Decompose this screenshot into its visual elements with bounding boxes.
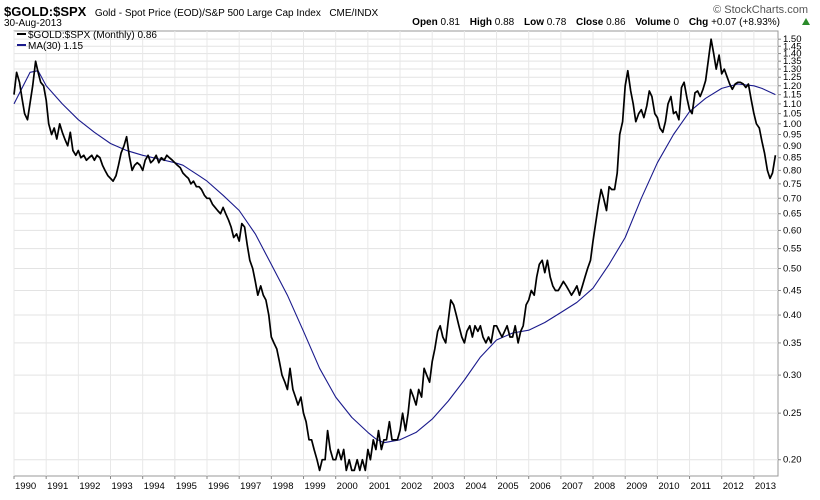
x-tick-label: 2006 [530,481,551,492]
y-tick-label: 1.10 [783,99,802,110]
y-tick-label: 1.30 [783,64,802,75]
x-tick-label: 2003 [433,481,454,492]
x-tick-label: 1996 [208,481,229,492]
y-tick-label: 0.60 [783,225,802,236]
y-tick-label: 1.15 [783,90,802,101]
volume-label: Volume [635,17,671,28]
plot-area [13,30,779,477]
ticker-symbol: $GOLD:$SPX [4,4,87,19]
ma-line [13,70,776,444]
x-tick-label: 2009 [626,481,647,492]
x-tick-label: 1993 [112,481,133,492]
legend-series-swatch [17,33,26,35]
y-tick-label: 0.95 [783,130,802,141]
close-label: Close [576,17,604,28]
y-tick-label: 0.85 [783,153,802,164]
chart-legend: $GOLD:$SPX (Monthly) 0.86 MA(30) 1.15 [17,30,157,52]
as-of-date: 30-Aug-2013 [4,18,62,29]
high-value: 0.88 [494,17,515,28]
x-tick-label: 2013 [755,481,776,492]
legend-ma-swatch [17,44,26,46]
legend-ma-label: MA(30) 1.15 [28,41,84,52]
x-tick-label: 1992 [79,481,100,492]
x-tick-label: 1995 [176,481,197,492]
open-label: Open [412,17,438,28]
legend-series-label: $GOLD:$SPX (Monthly) 0.86 [28,30,157,41]
x-tick-label: 1999 [305,481,326,492]
y-tick-label: 1.50 [783,34,802,45]
y-tick-label: 0.80 [783,165,802,176]
x-tick-label: 1998 [272,481,293,492]
up-arrow-icon [802,18,810,25]
ticker-description: Gold - Spot Price (EOD)/S&P 500 Large Ca… [94,8,321,19]
x-tick-label: 1994 [144,481,165,492]
y-tick-label: 0.35 [783,338,802,349]
legend-ma: MA(30) 1.15 [17,41,157,52]
x-tick-label: 2001 [369,481,390,492]
y-tick-label: 0.90 [783,141,802,152]
x-tick-label: 2007 [562,481,583,492]
y-tick-label: 1.45 [783,41,802,52]
x-tick-label: 2012 [723,481,744,492]
close-value: 0.86 [606,17,626,28]
y-tick-label: 0.55 [783,244,802,255]
y-tick-label: 0.20 [783,455,802,466]
brand-logo[interactable]: © StockCharts.com [713,4,808,16]
y-tick-label: 1.25 [783,72,802,83]
y-tick-label: 1.40 [783,49,802,60]
y-tick-label: 0.75 [783,179,802,190]
low-value: 0.78 [546,17,567,28]
y-tick-label: 0.70 [783,193,802,204]
chart-header: $GOLD:$SPX Gold - Spot Price (EOD)/S&P 5… [4,3,378,21]
y-tick-label: 1.05 [783,109,802,120]
volume-value: 0 [673,17,680,28]
brand-text: © StockCharts.com [713,4,808,16]
x-tick-label: 1997 [240,481,261,492]
x-tick-label: 2002 [401,481,422,492]
y-tick-label: 1.35 [783,56,802,67]
y-tick-label: 0.40 [783,310,802,321]
y-tick-label: 1.00 [783,119,802,130]
open-value: 0.81 [440,17,460,28]
x-tick-label: 2004 [465,481,486,492]
x-tick-label: 1991 [47,481,68,492]
low-label: Low [524,17,545,28]
x-tick-label: 2000 [337,481,358,492]
legend-series: $GOLD:$SPX (Monthly) 0.86 [17,30,157,41]
x-tick-label: 2011 [691,481,711,492]
x-tick-label: 1990 [15,481,36,492]
x-tick-label: 2008 [594,481,615,492]
y-tick-label: 0.30 [783,370,802,381]
y-tick-label: 0.50 [783,263,802,274]
x-tick-label: 2010 [658,481,679,492]
x-tick-label: 2005 [498,481,519,492]
y-tick-label: 0.65 [783,209,802,220]
y-tick-label: 1.20 [783,81,802,92]
y-tick-label: 0.25 [783,408,802,419]
y-tick-label: 0.45 [783,285,802,296]
exchange-label: CME/INDX [329,8,379,19]
quote-summary: Open 0.81 High 0.88 Low 0.78 Close 0.86 … [405,17,780,28]
chg-label: Chg [688,17,709,28]
price-line [13,38,777,472]
high-label: High [469,17,492,28]
chg-value: +0.07 (+8.93%) [711,17,780,28]
